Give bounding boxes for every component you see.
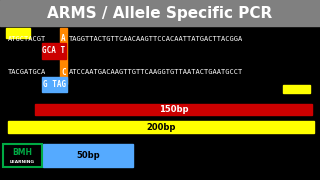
Bar [42, 43, 66, 58]
Text: BMH: BMH [12, 148, 32, 157]
Text: 150bp: 150bp [159, 105, 188, 114]
Bar [283, 85, 310, 93]
FancyBboxPatch shape [3, 144, 42, 167]
Text: 50bp: 50bp [76, 151, 100, 160]
Text: LEARNING: LEARNING [10, 159, 35, 164]
Bar [42, 76, 67, 92]
Text: GCA T: GCA T [42, 46, 65, 55]
Text: 200bp: 200bp [146, 123, 175, 132]
Text: A: A [61, 34, 66, 43]
Text: TACGATGCA: TACGATGCA [8, 69, 46, 75]
Text: ATGCTACGT: ATGCTACGT [8, 36, 46, 42]
Bar [35, 103, 312, 115]
Text: C: C [61, 68, 66, 76]
Text: ATCCAATGACAAGTTGTTCAAGGTGTTAATACTGAATGCCT: ATCCAATGACAAGTTGTTCAAGGTGTTAATACTGAATGCC… [69, 69, 243, 75]
Bar [60, 28, 67, 84]
Text: TAGGTTACTGTTCAACAAGTTCCACAATTATGACTTACGGA: TAGGTTACTGTTCAACAAGTTCCACAATTATGACTTACGG… [69, 36, 243, 42]
Bar [6, 28, 30, 38]
Text: G TAG: G TAG [43, 80, 66, 89]
Text: ARMS / Allele Specific PCR: ARMS / Allele Specific PCR [47, 6, 273, 21]
Bar [43, 144, 133, 167]
Bar [8, 122, 314, 133]
Bar [0, 0, 320, 26]
